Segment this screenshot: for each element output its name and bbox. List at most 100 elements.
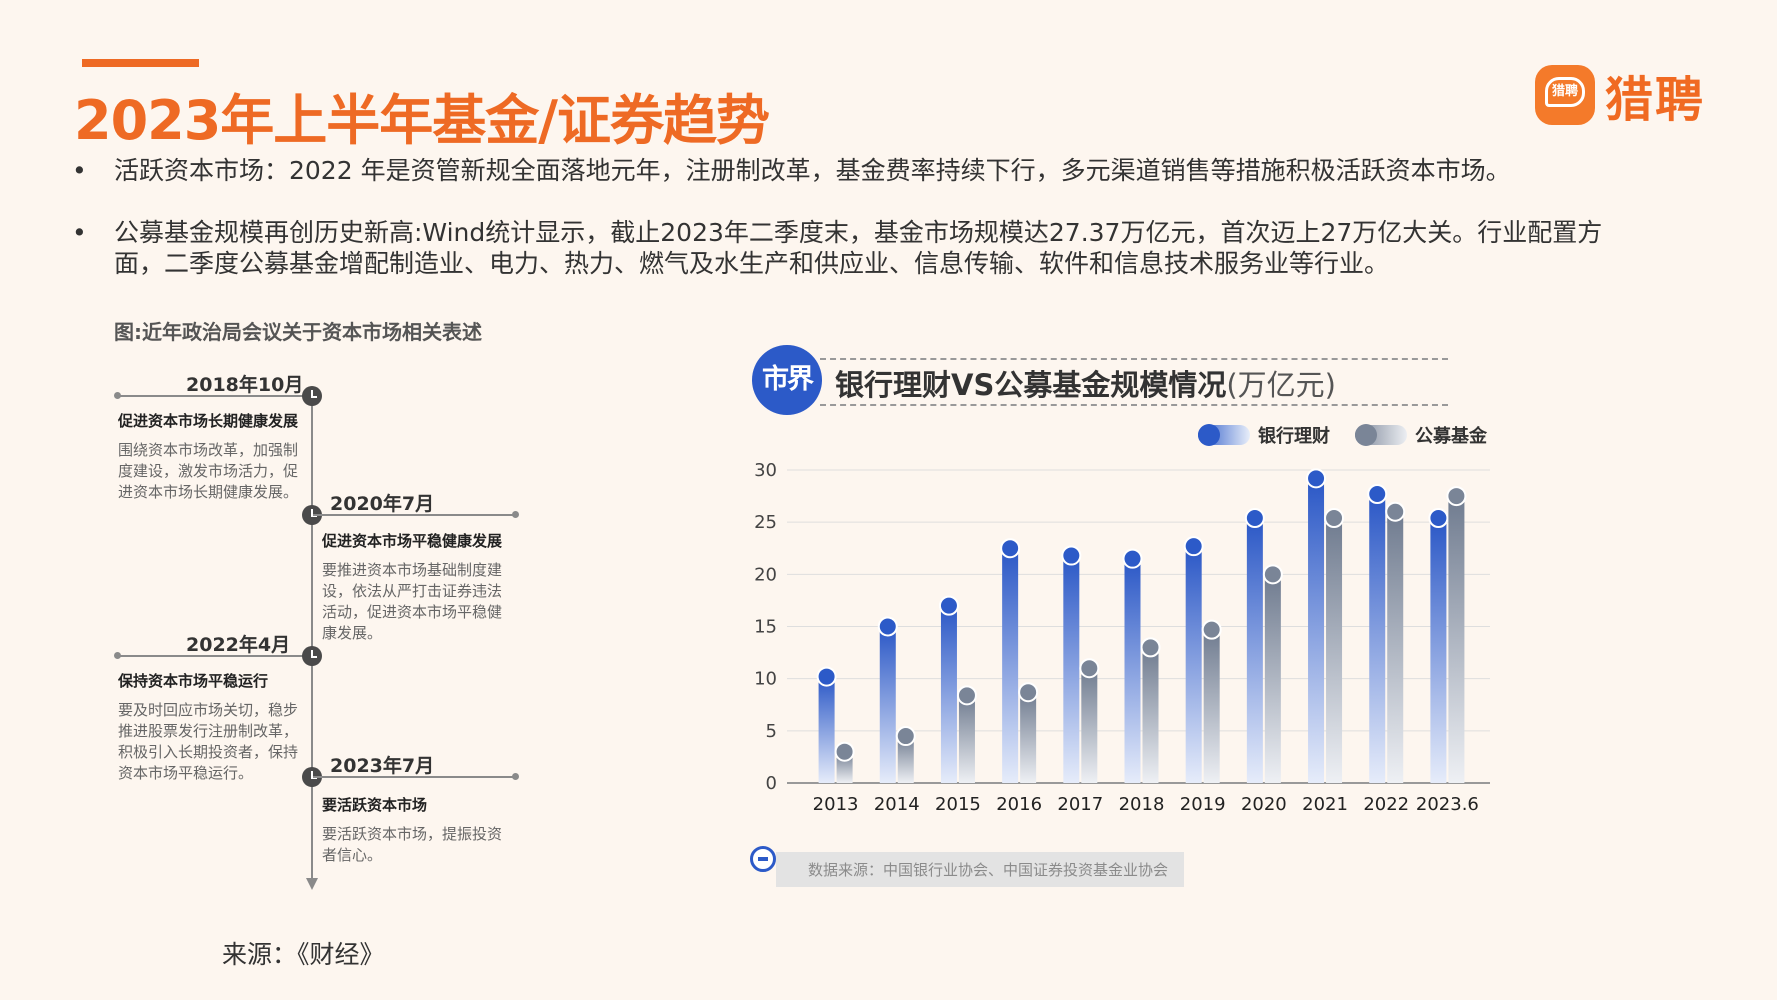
timeline-branch-line	[117, 395, 311, 397]
bar-cap-bank	[1428, 507, 1449, 528]
bar-fund	[1203, 629, 1220, 783]
clock-icon	[302, 767, 322, 787]
x-tick-label: 2014	[874, 794, 920, 815]
data-source: 数据来源：中国银行业协会、中国证券投资基金业协会	[750, 830, 1185, 887]
source-note: 来源：《财经》	[222, 940, 385, 969]
y-tick-label: 0	[766, 773, 777, 794]
event-description: 要推进资本市场基础制度建设，依法从严打击证券违法活动，促进资本市场平稳健康发展。	[322, 561, 503, 642]
bar-bank	[1002, 548, 1019, 783]
data-source-text: 数据来源：中国银行业协会、中国证券投资基金业协会	[776, 852, 1185, 887]
timeline-axis	[311, 392, 313, 882]
chart-title-rule-bottom	[820, 404, 1448, 406]
x-tick-label: 2015	[935, 794, 981, 815]
info-icon	[750, 845, 776, 872]
event-description: 要活跃资本市场，提振投资者信心。	[322, 825, 503, 864]
chart-title-text: 银行理财VS公募基金规模情况	[835, 368, 1227, 402]
x-tick-label: 2016	[996, 794, 1042, 815]
bar-cap-fund	[834, 741, 855, 762]
bar-cap-fund	[1446, 486, 1467, 507]
x-tick-label: 2013	[813, 794, 859, 815]
event-description: 围绕资本市场改革，加强制度建设，激发市场活力，促进资本市场长期健康发展。	[118, 441, 299, 501]
bar-fund	[1142, 647, 1159, 783]
bar-fund	[1081, 668, 1098, 783]
event-date: 2023年7月	[330, 755, 435, 777]
bar-cap-fund	[956, 685, 977, 706]
bullet-text: 公募基金规模再创历史新高:Wind统计显示，截止2023年二季度末，基金市场规模…	[114, 218, 1603, 278]
clock-icon	[302, 646, 322, 666]
bar-bank	[1185, 546, 1202, 783]
bar-cap-bank	[1244, 507, 1265, 528]
bar-cap-fund	[1262, 564, 1283, 585]
event-description: 要及时回应市场关切，稳步推进股票发行注册制改革，积极引入长期投资者，保持资本市场…	[118, 701, 299, 782]
bullet-list: • 活跃资本市场：2022 年是资管新规全面落地元年，注册制改革，基金费率持续下…	[70, 155, 1640, 279]
bar-fund	[1020, 692, 1037, 783]
timeline-branch-line	[117, 655, 311, 657]
legend-label-fund: 公募基金	[1415, 426, 1487, 447]
bar-fund	[1326, 517, 1343, 783]
clock-icon	[302, 386, 322, 406]
bar-cap-fund	[1140, 637, 1161, 658]
y-tick-label: 10	[754, 669, 777, 690]
bar-bank	[1124, 558, 1141, 783]
chart-title: 银行理财VS公募基金规模情况(万亿元)	[835, 362, 1336, 404]
bar-bank	[879, 626, 896, 783]
legend-swatch-bank	[1198, 424, 1250, 446]
logo-wordmark: 猎聘	[1605, 72, 1706, 128]
bullet-text: 活跃资本市场：2022 年是资管新规全面落地元年，注册制改革，基金费率持续下行，…	[114, 156, 1511, 185]
bar-cap-bank	[877, 616, 898, 637]
timeline: 2018年10月 促进资本市场长期健康发展 围绕资本市场改革，加强制度建设，激发…	[110, 370, 530, 910]
bar-bank	[940, 605, 957, 783]
bullet-dot: •	[72, 218, 87, 247]
y-tick-label: 30	[754, 460, 777, 481]
x-tick-label: 2021	[1302, 794, 1348, 815]
bar-cap-fund	[1201, 619, 1222, 640]
x-tick-label: 2019	[1180, 794, 1226, 815]
clock-icon	[302, 505, 322, 525]
bullet-dot: •	[72, 156, 87, 185]
bar-fund	[1264, 574, 1281, 783]
event-date: 2020年7月	[330, 493, 435, 515]
bar-fund	[1387, 511, 1404, 783]
y-tick-label: 20	[754, 564, 777, 585]
legend-cap-icon	[1198, 424, 1220, 446]
bar-fund	[1448, 496, 1465, 783]
event-heading: 要活跃资本市场	[322, 796, 428, 814]
event-date: 2022年4月	[186, 634, 291, 656]
legend-swatch-fund	[1355, 424, 1407, 446]
page-title: 2023年上半年基金/证券趋势	[74, 89, 770, 152]
x-tick-label: 2020	[1241, 794, 1287, 815]
y-tick-label: 15	[754, 617, 777, 638]
legend-bank: 银行理财	[1198, 422, 1330, 448]
bar-cap-bank	[1061, 545, 1082, 566]
bar-cap-fund	[1385, 501, 1406, 522]
bar-bank	[1063, 555, 1080, 783]
bar-chart: 0 5 10 15 20 25 30 2013 2014 2015 2016 2017 2018 2019…	[754, 460, 1490, 815]
bar-cap-fund	[1079, 658, 1100, 679]
bar-bank	[1369, 493, 1386, 783]
brand-logo[interactable]: 猎聘 猎聘	[1535, 60, 1705, 130]
event-date: 2018年10月	[186, 374, 304, 396]
bar-fund	[897, 736, 914, 783]
logo-bubble-text: 猎聘	[1545, 77, 1585, 107]
title-accent-bar	[82, 59, 199, 67]
timeline-line-end-dot	[512, 511, 519, 518]
x-tick-label: 2017	[1057, 794, 1103, 815]
legend-cap-icon	[1355, 424, 1377, 446]
x-tick-label: 2018	[1119, 794, 1165, 815]
logo-icon: 猎聘	[1535, 65, 1595, 125]
bullet-item: • 公募基金规模再创历史新高:Wind统计显示，截止2023年二季度末，基金市场…	[70, 217, 1640, 279]
bar-bank	[1430, 517, 1447, 783]
timeline-arrow-icon	[306, 878, 318, 890]
bar-cap-fund	[1324, 507, 1345, 528]
chart-panel: 市界 银行理财VS公募基金规模情况(万亿元) 银行理财 公募基金 0 5 10 15 2…	[740, 340, 1520, 900]
timeline-branch-line	[313, 776, 513, 778]
bar-cap-bank	[1122, 548, 1143, 569]
x-tick-label: 2022	[1363, 794, 1409, 815]
x-tick-label: 2023.6	[1416, 794, 1479, 815]
timeline-caption: 图:近年政治局会议关于资本市场相关表述	[114, 320, 482, 344]
legend-label-bank: 银行理财	[1258, 426, 1330, 447]
bar-cap-bank	[816, 666, 837, 687]
event-heading: 保持资本市场平稳运行	[118, 672, 269, 690]
y-tick-label: 5	[766, 721, 777, 742]
chart-title-unit: (万亿元)	[1226, 368, 1336, 402]
